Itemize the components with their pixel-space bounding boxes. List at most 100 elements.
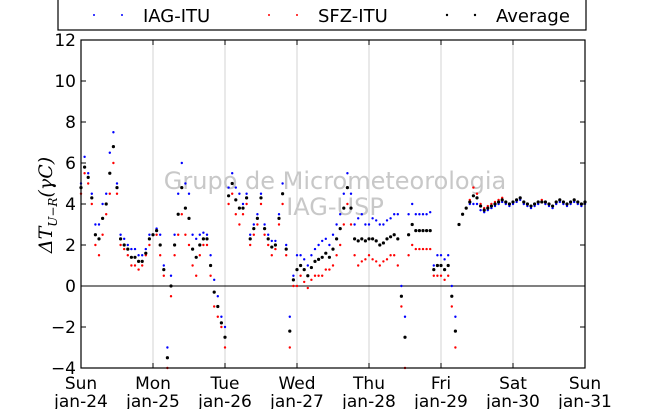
point-iag-itu [281,182,284,185]
point-average [489,204,493,208]
legend-label-sfz-itu: SFZ-ITU [318,6,388,27]
point-average [111,145,115,149]
point-sfz-itu [227,202,230,206]
point-average [212,290,216,294]
point-average [90,196,94,200]
y-axis-label-sub: U−R [46,198,60,227]
point-iag-itu [371,217,374,220]
point-average [165,356,169,360]
point-average [155,229,159,233]
point-average [299,263,303,268]
point-iag-itu [295,254,299,257]
point-average [137,259,141,263]
point-iag-itu [97,223,101,226]
point-average [227,194,231,198]
point-average [558,198,562,202]
point-sfz-itu [447,274,450,277]
point-sfz-itu [454,346,457,349]
point-iag-itu [403,315,407,318]
point-iag-itu [184,182,187,185]
point-iag-itu [400,284,403,288]
point-average [234,198,238,202]
point-average [288,329,292,333]
point-iag-itu [83,155,86,159]
axes [80,39,586,369]
y-axis-label-main: ΔT [35,225,57,254]
point-sfz-itu [303,280,306,284]
point-sfz-itu [328,268,331,271]
point-iag-itu [450,284,453,288]
point-average [194,255,198,259]
y-tick-labels: −4 −2 0 2 4 6 8 10 12 [51,31,76,379]
point-iag-itu [173,233,176,236]
point-average [223,335,227,339]
point-iag-itu [198,233,201,236]
point-average [302,268,306,272]
point-average [295,268,299,272]
watermark-line-1: Grupo de Micrometeorologia [164,167,506,195]
legend-label-average: Average [496,6,570,27]
point-iag-itu [382,223,385,226]
point-iag-itu [396,213,399,216]
point-iag-itu [432,264,435,267]
point-sfz-itu [288,346,291,349]
point-average [309,265,313,270]
point-iag-itu [285,243,288,247]
point-average [410,222,414,227]
legend-marker-average [473,13,477,17]
point-iag-itu [310,254,313,257]
point-iag-itu [209,254,212,257]
point-average [561,200,566,204]
point-average [263,227,267,231]
x-tick-label-date: jan-24 [53,392,108,409]
legend-entry-iag-itu: IAG-ITU [93,6,210,27]
point-iag-itu [177,192,180,195]
point-average [500,198,504,202]
point-average [407,233,411,237]
point-sfz-itu [436,274,439,277]
point-average [133,255,137,259]
point-iag-itu [249,233,252,236]
point-average [248,237,252,241]
point-sfz-itu [209,274,212,277]
point-average [198,243,202,247]
point-average [482,208,486,212]
point-average [461,212,465,216]
point-average [572,198,576,202]
point-sfz-itu [277,223,281,226]
point-sfz-itu [231,192,234,195]
point-sfz-itu [396,264,399,267]
point-sfz-itu [324,268,327,271]
point-sfz-itu [306,286,309,290]
point-average [414,229,418,233]
point-sfz-itu [353,254,356,257]
point-average [119,237,123,241]
point-iag-itu [252,223,255,226]
point-iag-itu [378,223,381,226]
point-sfz-itu [123,247,126,251]
point-sfz-itu [97,254,101,257]
point-average [543,200,548,204]
x-tick-labels: Sunjan-24Monjan-25Tuejan-26Wedjan-27Thuj… [53,374,612,409]
point-average [363,239,367,243]
point-sfz-itu [184,233,187,236]
point-sfz-itu [256,223,259,226]
point-sfz-itu [349,223,353,226]
point-average [479,204,483,208]
point-iag-itu [220,315,223,318]
point-sfz-itu [173,254,176,257]
point-average [205,237,209,241]
point-sfz-itu [238,223,241,226]
point-iag-itu [169,274,173,277]
point-average [356,239,360,243]
x-tick-label-day: Fri [431,374,451,394]
point-average [216,304,220,309]
point-sfz-itu [267,243,270,247]
point-average [255,216,259,220]
point-average [176,212,180,216]
point-sfz-itu [249,243,252,247]
point-iag-itu [90,192,94,195]
point-iag-itu [357,217,360,220]
y-tick-label: 2 [65,236,76,256]
point-sfz-itu [148,243,151,247]
